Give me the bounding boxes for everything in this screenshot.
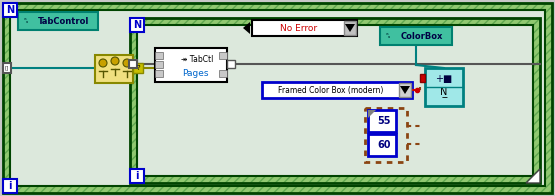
Text: []: [] (5, 65, 9, 71)
Bar (3, 179, 17, 193)
Text: i: i (8, 181, 12, 191)
Text: Pages: Pages (181, 68, 208, 77)
Text: N̲: N̲ (440, 87, 448, 97)
Bar (344, 21, 356, 35)
Bar (18, 12, 98, 30)
Bar (3, 63, 11, 73)
Text: No Error: No Error (280, 24, 317, 33)
Text: N: N (6, 5, 14, 15)
Circle shape (111, 57, 119, 65)
Bar (368, 110, 396, 132)
Bar (155, 70, 163, 77)
Polygon shape (400, 86, 410, 94)
Polygon shape (368, 110, 376, 118)
Bar (130, 169, 144, 183)
Text: 55: 55 (377, 116, 391, 126)
Polygon shape (243, 22, 250, 34)
Polygon shape (526, 169, 540, 183)
Text: ᵃₐ: ᵃₐ (24, 18, 29, 24)
Text: ?: ? (136, 65, 140, 71)
Bar (262, 82, 412, 98)
Text: Framed Color Box (modern): Framed Color Box (modern) (278, 85, 384, 94)
Bar (3, 3, 17, 17)
Bar (155, 52, 163, 59)
Text: ColorBox: ColorBox (401, 32, 443, 41)
Circle shape (123, 59, 131, 67)
Circle shape (99, 59, 107, 67)
Text: +■: +■ (435, 74, 453, 84)
Bar (380, 27, 452, 45)
Bar (425, 68, 463, 106)
Bar (130, 18, 540, 183)
Bar (365, 108, 407, 162)
Bar (219, 70, 227, 77)
Bar (252, 20, 357, 36)
Bar (130, 18, 540, 183)
Bar (95, 55, 133, 83)
Bar (130, 18, 144, 32)
Bar (227, 60, 235, 68)
Bar (155, 61, 163, 68)
Bar (137, 25, 533, 176)
Bar (133, 63, 143, 73)
Bar (420, 74, 425, 82)
Bar (155, 48, 227, 82)
Polygon shape (345, 24, 355, 32)
Bar (10, 10, 545, 186)
Text: TabControl: TabControl (38, 16, 90, 25)
Text: ᵃₐ: ᵃₐ (386, 33, 391, 39)
Text: 60: 60 (377, 140, 391, 150)
Bar (219, 52, 227, 59)
Text: N: N (133, 20, 141, 30)
Text: ↠ TabCtl: ↠ TabCtl (181, 54, 213, 64)
Bar (399, 83, 411, 97)
Text: i: i (135, 171, 139, 181)
Bar (368, 134, 396, 156)
Bar (129, 60, 137, 68)
